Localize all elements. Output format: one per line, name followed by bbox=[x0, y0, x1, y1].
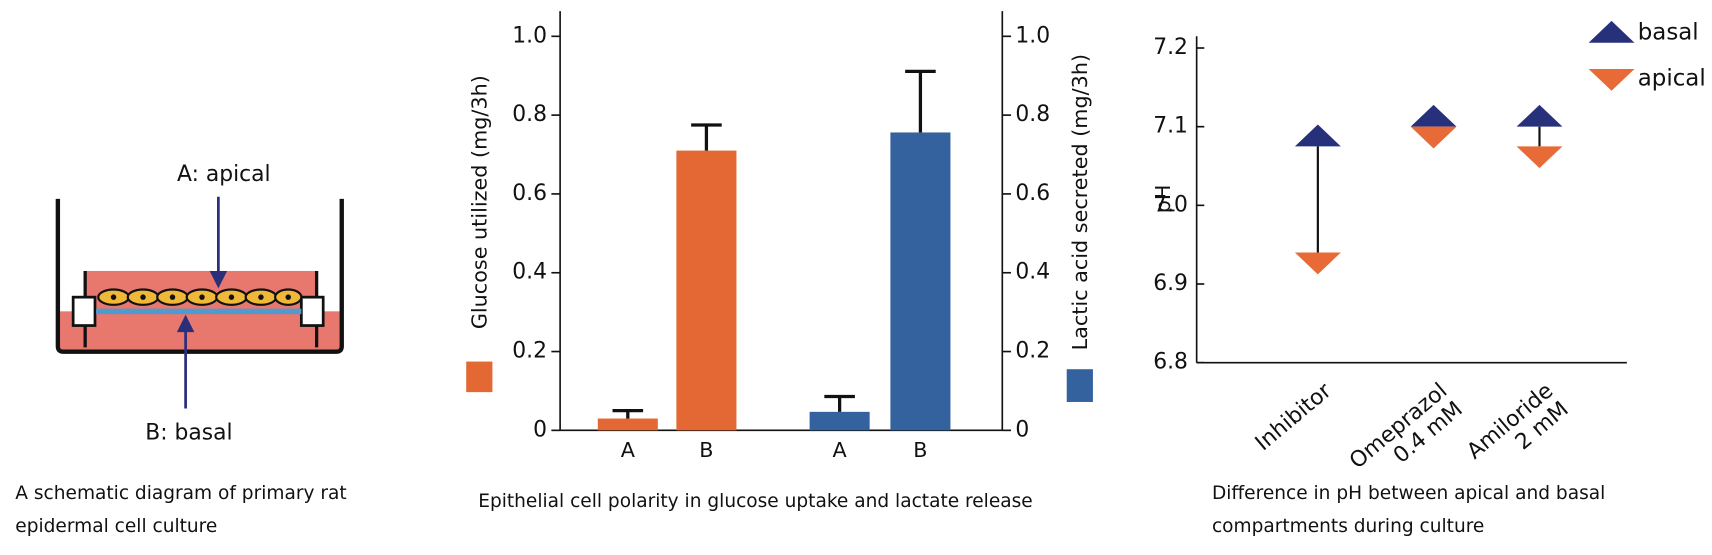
diagram-caption: A schematic diagram of primary rat epide… bbox=[15, 482, 347, 538]
marker bbox=[1294, 124, 1341, 147]
y2-tick-label: 0.4 bbox=[1015, 260, 1050, 285]
dish bbox=[55, 198, 344, 354]
y-tick-label: 6.8 bbox=[1153, 350, 1188, 375]
y-tick-label: 0.2 bbox=[512, 339, 547, 364]
error-bar bbox=[691, 123, 722, 151]
chart-caption-box: Epithelial cell polarity in glucose upta… bbox=[478, 490, 1033, 513]
diagram-caption-box: A schematic diagram of primary rat epide… bbox=[15, 482, 347, 538]
y-tick-label: 7.0 bbox=[1153, 192, 1188, 217]
culture-diagram: A: apical B: basal A schematic diagram o… bbox=[15, 162, 347, 538]
y-tick-label: 7.2 bbox=[1153, 35, 1188, 60]
marker bbox=[1410, 126, 1457, 149]
y-tick-label: 6.9 bbox=[1153, 271, 1188, 296]
y-tick-label: 0 bbox=[533, 417, 547, 442]
x-tick-label: B bbox=[913, 438, 927, 462]
arrow-b-head bbox=[176, 314, 195, 333]
x-tick-label: A bbox=[621, 438, 636, 462]
y-tick-label: 7.1 bbox=[1153, 114, 1188, 139]
legend-label: apical bbox=[1638, 65, 1706, 91]
y-axis-label: pH bbox=[1151, 185, 1175, 214]
legend-marker bbox=[1588, 68, 1635, 91]
medium-lower bbox=[60, 311, 340, 350]
y2-tick-label: 0.6 bbox=[1015, 181, 1050, 206]
error-bar bbox=[612, 409, 644, 419]
insert-holder bbox=[299, 295, 325, 327]
bar bbox=[890, 132, 951, 431]
marker bbox=[1294, 252, 1341, 275]
y2-axis-label: Lactic acid secreted (mg/3h) bbox=[1068, 54, 1092, 350]
cells bbox=[97, 288, 303, 306]
legend-label: basal bbox=[1638, 19, 1699, 45]
y-tick-label: 1.0 bbox=[512, 23, 547, 48]
chart-caption-box: Difference in pH between apical and basa… bbox=[1211, 482, 1606, 538]
bar bbox=[809, 411, 870, 431]
bar bbox=[676, 150, 737, 431]
label-b: B: basal bbox=[145, 421, 232, 446]
y-axis-label: Glucose utilized (mg/3h) bbox=[467, 75, 491, 329]
legend-swatch bbox=[1066, 369, 1093, 402]
y-tick-label: 0.6 bbox=[512, 181, 547, 206]
x-tick-label: B bbox=[699, 438, 713, 462]
marker bbox=[1410, 104, 1457, 127]
chart-caption: Epithelial cell polarity in glucose upta… bbox=[478, 490, 1033, 513]
insert-holder bbox=[71, 295, 97, 327]
legend-swatch bbox=[466, 361, 493, 393]
y2-tick-label: 0.8 bbox=[1015, 102, 1050, 127]
y2-tick-label: 0 bbox=[1015, 417, 1029, 442]
label-a: A: apical bbox=[177, 162, 271, 187]
error-bar bbox=[824, 394, 855, 412]
error-bar bbox=[905, 69, 936, 133]
legend-marker bbox=[1588, 20, 1635, 43]
arrow-a-head bbox=[209, 270, 228, 289]
y2-tick-label: 0.2 bbox=[1015, 339, 1050, 364]
chart-caption: Difference in pH between apical and basa… bbox=[1211, 482, 1606, 538]
x-tick-label: A bbox=[833, 438, 848, 462]
marker bbox=[1516, 146, 1563, 169]
bar bbox=[597, 418, 658, 431]
y2-tick-label: 1.0 bbox=[1015, 23, 1050, 48]
marker bbox=[1516, 104, 1563, 127]
y-tick-label: 0.4 bbox=[512, 260, 547, 285]
y-tick-label: 0.8 bbox=[512, 102, 547, 127]
